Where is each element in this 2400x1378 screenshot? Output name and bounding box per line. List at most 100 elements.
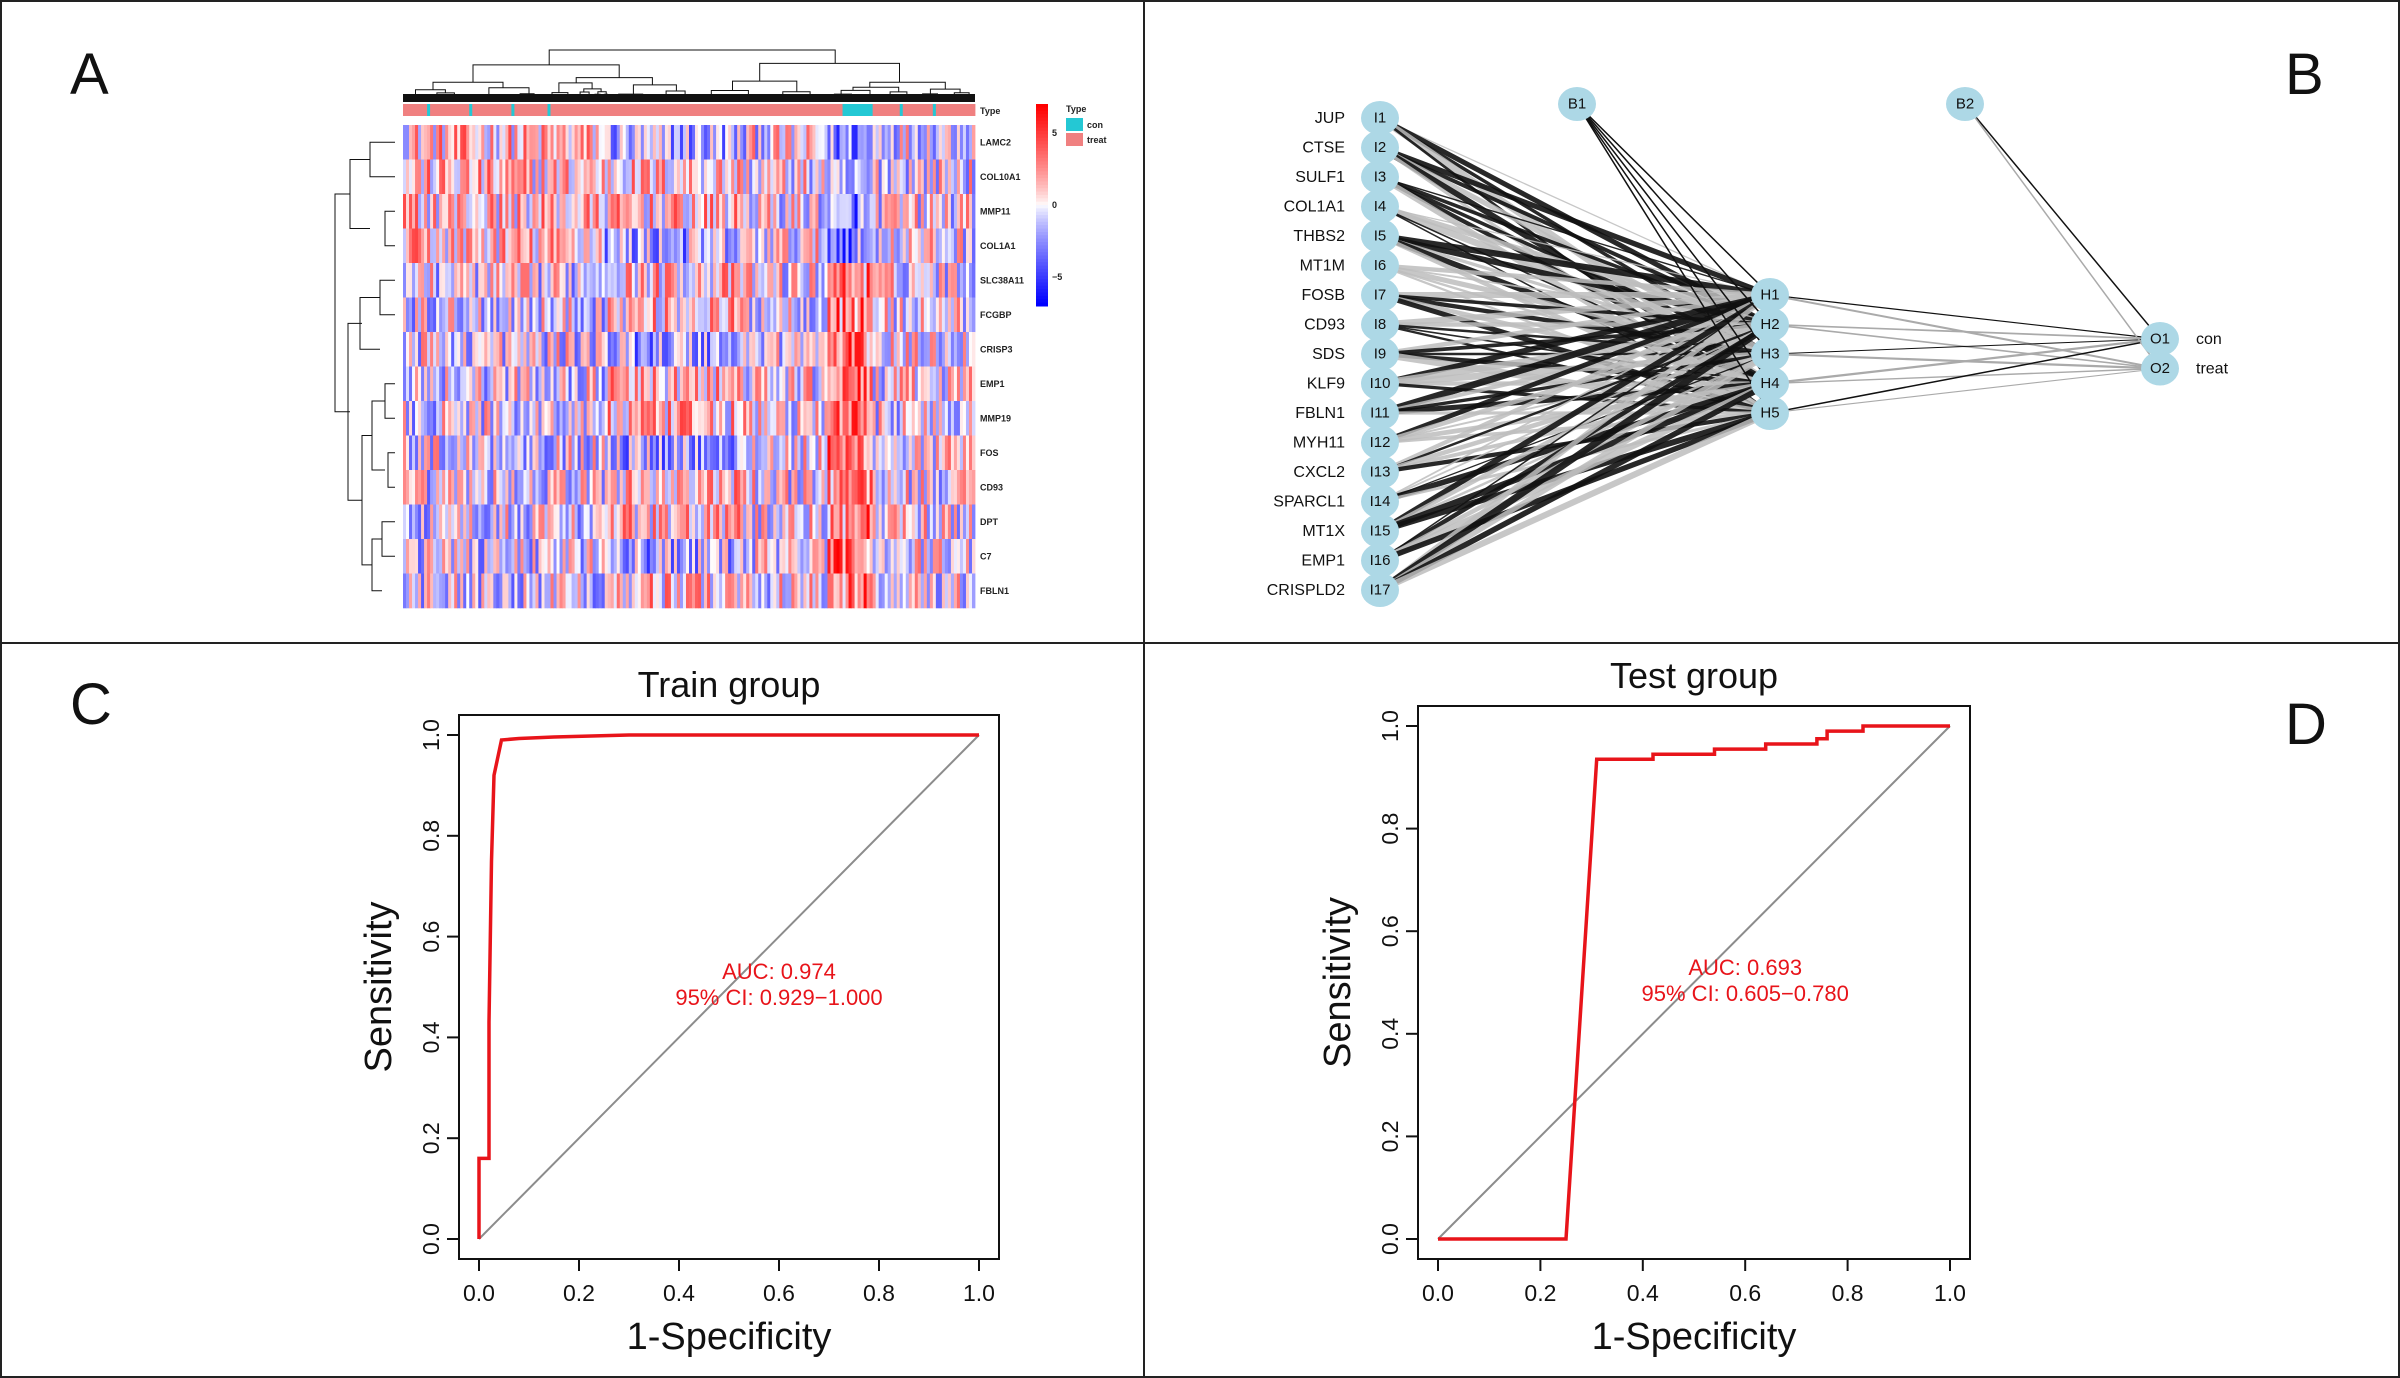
heatmap-cell (767, 125, 771, 160)
heatmap-cell (815, 470, 819, 505)
heatmap-cell (707, 539, 711, 574)
heatmap-cell (728, 470, 732, 505)
heatmap-cell (538, 297, 542, 333)
heatmap-cell (815, 125, 819, 160)
heatmap-cell (427, 332, 431, 367)
heatmap-cell (520, 263, 524, 298)
heatmap-cell (770, 435, 774, 471)
heatmap-cell (664, 435, 669, 471)
heatmap-cell (917, 573, 922, 609)
annotation-cell (682, 104, 687, 116)
heatmap-cell (818, 504, 822, 540)
node-circle (1751, 396, 1789, 430)
heatmap-row-label: DPT (980, 517, 999, 527)
heatmap-cell (430, 159, 434, 195)
heatmap-cell (875, 194, 880, 229)
heatmap-cell (472, 435, 476, 471)
heatmap-cell (613, 263, 618, 298)
annotation-cell (616, 104, 621, 116)
heatmap-cell (875, 159, 880, 195)
heatmap-cell (517, 470, 521, 505)
heatmap-cell (472, 332, 476, 367)
heatmap-cell (499, 539, 503, 574)
heatmap-cell (728, 435, 732, 471)
heatmap-cell (544, 159, 548, 195)
heatmap-cell (824, 228, 828, 264)
heatmap-cell (713, 366, 717, 402)
heatmap-cell (875, 125, 880, 160)
heatmap-cell (818, 435, 822, 471)
heatmap-cell (938, 401, 943, 436)
heatmap-cell (767, 297, 771, 333)
heatmap-cell (520, 366, 524, 402)
colorbar-step (1036, 242, 1048, 246)
heatmap-cell (544, 332, 548, 367)
heatmap-cell (956, 332, 961, 367)
heatmap-cell (442, 263, 446, 298)
heatmap-cell (628, 401, 633, 436)
heatmap-cell (661, 297, 666, 333)
heatmap-cell (652, 297, 657, 333)
heatmap-cell (866, 332, 871, 367)
heatmap-cell (580, 435, 585, 471)
heatmap-cell (923, 435, 928, 471)
heatmap-cell (418, 297, 422, 333)
heatmap-cell (517, 263, 521, 298)
heatmap-cell (445, 470, 449, 505)
heatmap-cell (947, 573, 952, 609)
dendrogram-branch (349, 159, 370, 229)
heatmap-cell (493, 401, 497, 436)
heatmap-cell (695, 401, 699, 436)
heatmap-cell (932, 539, 937, 574)
heatmap-cell (857, 263, 861, 298)
heatmap-cell (451, 125, 455, 160)
network-edge (1378, 410, 1772, 593)
annotation-cell (971, 104, 976, 116)
annotation-cell (475, 104, 479, 116)
heatmap-cell (631, 332, 636, 367)
heatmap-cell (466, 194, 470, 229)
heatmap-cell (965, 297, 970, 333)
y-tick-label: 0.8 (1377, 813, 1403, 845)
heatmap-cell (755, 573, 759, 609)
heatmap-cell (457, 159, 461, 195)
heatmap-cell (427, 401, 431, 436)
heatmap-cell (685, 504, 690, 540)
neural-network-panel: I1JUPI2CTSEI3SULF1I4COL1A1I5THBS2I6MT1MI… (1267, 87, 2229, 607)
heatmap-cell (947, 470, 952, 505)
heatmap-cell (812, 366, 816, 402)
heatmap-cell (893, 125, 898, 160)
dendrogram-branch (852, 86, 900, 92)
heatmap-cell (586, 573, 591, 609)
heatmap-cell (577, 194, 582, 229)
heatmap-cell (658, 504, 663, 540)
heatmap-cell (800, 159, 804, 195)
heatmap-cell (580, 332, 585, 367)
heatmap-cell (689, 159, 693, 195)
heatmap-cell (655, 504, 660, 540)
heatmap-cell (803, 228, 807, 264)
heatmap-cell (502, 573, 506, 609)
heatmap-cell (628, 125, 633, 160)
heatmap-row-label: C7 (980, 551, 992, 561)
annotation-cell (689, 104, 693, 116)
heatmap-cell (887, 332, 892, 367)
heatmap-cell (574, 470, 579, 505)
heatmap-cell (430, 228, 434, 264)
heatmap-cell (418, 125, 422, 160)
heatmap-cell (613, 297, 618, 333)
heatmap-cell (523, 125, 527, 160)
heatmap-cell (469, 504, 473, 540)
heatmap-cell (604, 332, 609, 367)
heatmap-cell (478, 401, 482, 436)
heatmap-cell (508, 539, 512, 574)
heatmap-cell (881, 435, 886, 471)
heatmap-cell (421, 435, 425, 471)
heatmap-cell (577, 401, 582, 436)
heatmap-cell (583, 297, 588, 333)
heatmap-cell (403, 194, 407, 229)
heatmap-cell (776, 470, 780, 505)
heatmap-cell (872, 366, 877, 402)
heatmap-cell (965, 194, 970, 229)
heatmap-cell (505, 263, 509, 298)
